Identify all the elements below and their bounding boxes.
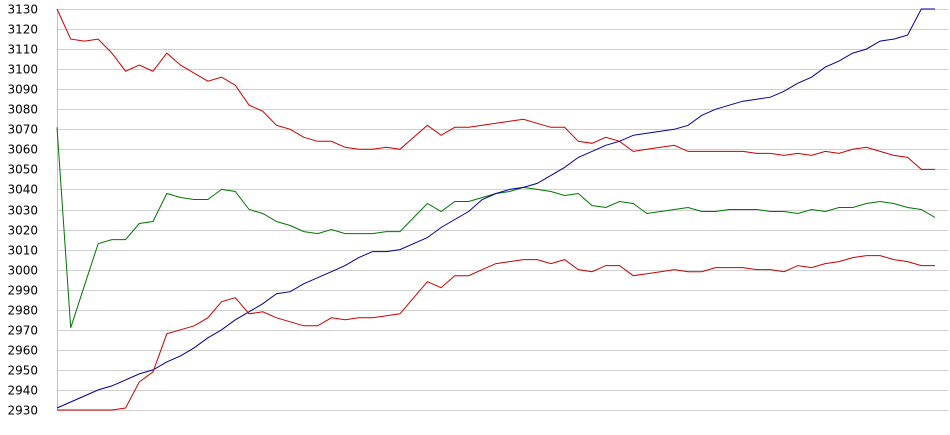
y-tick-label: 2990 <box>7 284 38 298</box>
y-tick-label: 3050 <box>7 163 38 177</box>
y-tick-label: 3110 <box>7 43 38 57</box>
y-tick-label: 3130 <box>7 3 38 17</box>
series-line-2 <box>56 127 936 328</box>
y-tick-label: 3060 <box>7 143 38 157</box>
y-tick-label: 3120 <box>7 23 38 37</box>
y-tick-label: 2980 <box>7 304 38 318</box>
y-tick-label: 3020 <box>7 224 38 238</box>
series-line-4 <box>57 255 935 411</box>
y-tick-label: 2960 <box>7 344 38 358</box>
y-tick-label: 3100 <box>7 63 38 77</box>
y-tick-label: 3090 <box>7 83 38 97</box>
y-tick-label: 3040 <box>7 183 38 197</box>
y-tick-label: 3080 <box>7 103 38 117</box>
series-line-3 <box>56 8 935 409</box>
y-axis-tick-labels: 3130 3120 3110 3100 3090 3080 3070 3060 3050 3040… <box>7 3 38 418</box>
y-tick-label: 2950 <box>7 364 38 378</box>
y-tick-label: 2940 <box>7 384 38 398</box>
y-tick-label: 2930 <box>7 404 38 418</box>
series-lines <box>56 8 936 411</box>
y-tick-label: 3000 <box>7 264 38 278</box>
y-tick-label: 3070 <box>7 123 38 137</box>
y-tick-label: 3030 <box>7 204 38 218</box>
y-tick-label: 3010 <box>7 244 38 258</box>
series-line-1 <box>56 8 935 170</box>
y-tick-label: 2970 <box>7 324 38 338</box>
gridlines <box>57 9 948 411</box>
